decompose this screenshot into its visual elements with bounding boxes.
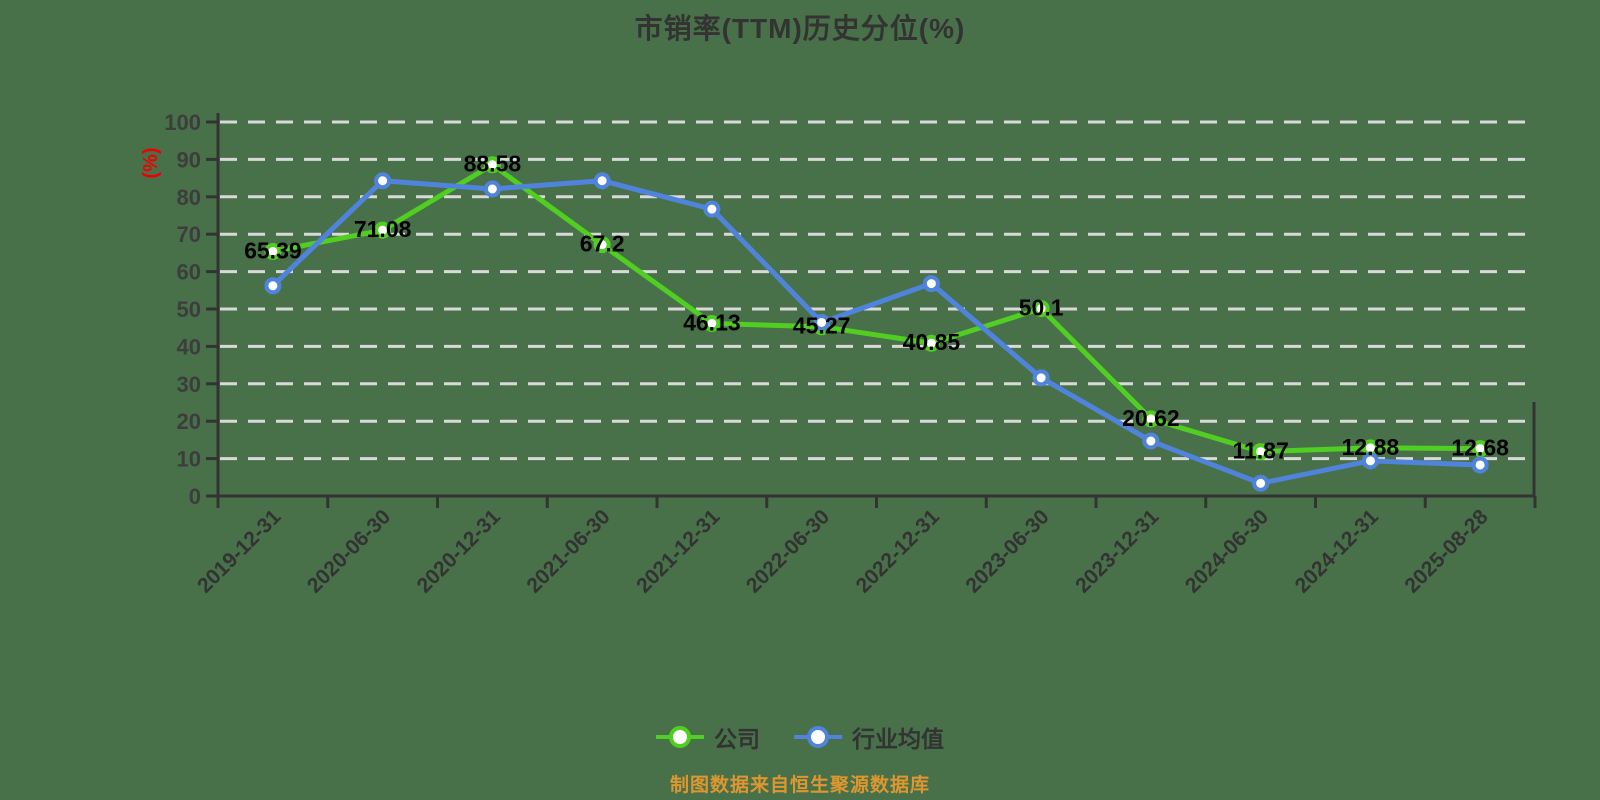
data-point[interactable] — [922, 275, 940, 293]
data-label: 20.62 — [1122, 405, 1180, 431]
data-point[interactable] — [922, 334, 940, 352]
data-point[interactable] — [483, 156, 501, 174]
y-axis-tick-label: 80 — [177, 185, 201, 210]
data-label: 65.39 — [244, 237, 302, 263]
y-axis-tick-label: 30 — [177, 372, 201, 397]
data-label: 50.1 — [1019, 295, 1064, 321]
y-axis-tick-label: 10 — [177, 447, 201, 472]
y-axis-unit-label: (%) — [140, 147, 162, 178]
data-label: 45.27 — [793, 313, 851, 339]
y-axis-tick-label: 60 — [177, 260, 201, 285]
x-axis-label: 2024-06-30 — [1181, 505, 1273, 597]
chart-title: 市销率(TTM)历史分位(%) — [634, 13, 966, 44]
y-axis-tick-label: 70 — [177, 222, 201, 247]
industry-average-series — [264, 172, 1489, 492]
data-label: 46.13 — [683, 309, 741, 335]
gridlines — [220, 120, 1535, 461]
data-point[interactable] — [1471, 456, 1489, 474]
y-axis-tick-label: 20 — [177, 409, 201, 434]
x-axis-label: 2022-06-30 — [742, 505, 834, 597]
data-point[interactable] — [264, 242, 282, 260]
data-point[interactable] — [1032, 369, 1050, 387]
y-axis-tick-label: 90 — [177, 147, 201, 172]
data-labels: 65.39 71.08 88.58 67.2 46.13 45.27 40.85 50.1 20… — [244, 151, 1509, 464]
data-point[interactable] — [1252, 443, 1270, 461]
data-label: 71.08 — [354, 216, 412, 242]
data-point[interactable] — [1471, 440, 1489, 458]
data-point[interactable] — [1252, 474, 1270, 492]
data-label: 11.87 — [1232, 438, 1288, 464]
x-axis-label: 2023-06-30 — [961, 505, 1053, 597]
data-point[interactable] — [1361, 452, 1379, 470]
data-point[interactable] — [1142, 432, 1160, 450]
data-label: 12.68 — [1451, 435, 1509, 461]
y-axis-tick-label: 40 — [177, 334, 201, 359]
x-axis-label: 2021-12-31 — [632, 505, 724, 597]
y-axis-tick-label: 100 — [164, 110, 201, 135]
data-label: 12.88 — [1342, 434, 1400, 460]
legend-item-industry-average[interactable]: 行业均值 — [794, 720, 944, 754]
x-axis-label: 2024-12-31 — [1291, 505, 1383, 597]
data-label: 40.85 — [903, 329, 961, 355]
data-point[interactable] — [593, 236, 611, 254]
y-axis-tick-label: 50 — [177, 297, 201, 322]
industry-average-legend-marker — [794, 726, 842, 748]
x-axis-label: 2020-06-30 — [303, 505, 395, 597]
data-point[interactable] — [1032, 300, 1050, 318]
series-line — [270, 178, 1483, 486]
x-axis-label: 2020-12-31 — [413, 505, 505, 597]
data-label: 88.58 — [464, 151, 522, 177]
y-axis-tick-label: 0 — [189, 484, 201, 509]
legend-label-industry-average: 行业均值 — [852, 726, 944, 752]
x-axis-label: 2025-08-28 — [1400, 505, 1492, 597]
data-point[interactable] — [813, 313, 831, 331]
x-axis-label: 2022-12-31 — [852, 505, 944, 597]
data-point[interactable] — [1142, 410, 1160, 428]
data-point[interactable] — [483, 180, 501, 198]
data-point[interactable] — [593, 172, 611, 190]
legend-label-company: 公司 — [714, 726, 760, 752]
chart-legend: 公司 行业均值 — [0, 720, 1600, 754]
data-point[interactable] — [374, 221, 392, 239]
x-axis-label: 2019-12-31 — [193, 505, 285, 597]
data-point[interactable] — [264, 277, 282, 295]
x-axis-label: 2021-06-30 — [522, 505, 614, 597]
data-label: 67.2 — [580, 231, 625, 257]
legend-item-company[interactable]: 公司 — [656, 720, 760, 754]
data-point[interactable] — [374, 172, 392, 190]
company-legend-marker — [656, 726, 704, 748]
series-line — [270, 162, 1483, 455]
data-point[interactable] — [703, 200, 721, 218]
company-series — [264, 156, 1489, 461]
x-axis-label: 2023-12-31 — [1071, 505, 1163, 597]
data-point[interactable] — [703, 314, 721, 332]
chart-source-note: 制图数据来自恒生聚源数据库 — [669, 775, 930, 796]
